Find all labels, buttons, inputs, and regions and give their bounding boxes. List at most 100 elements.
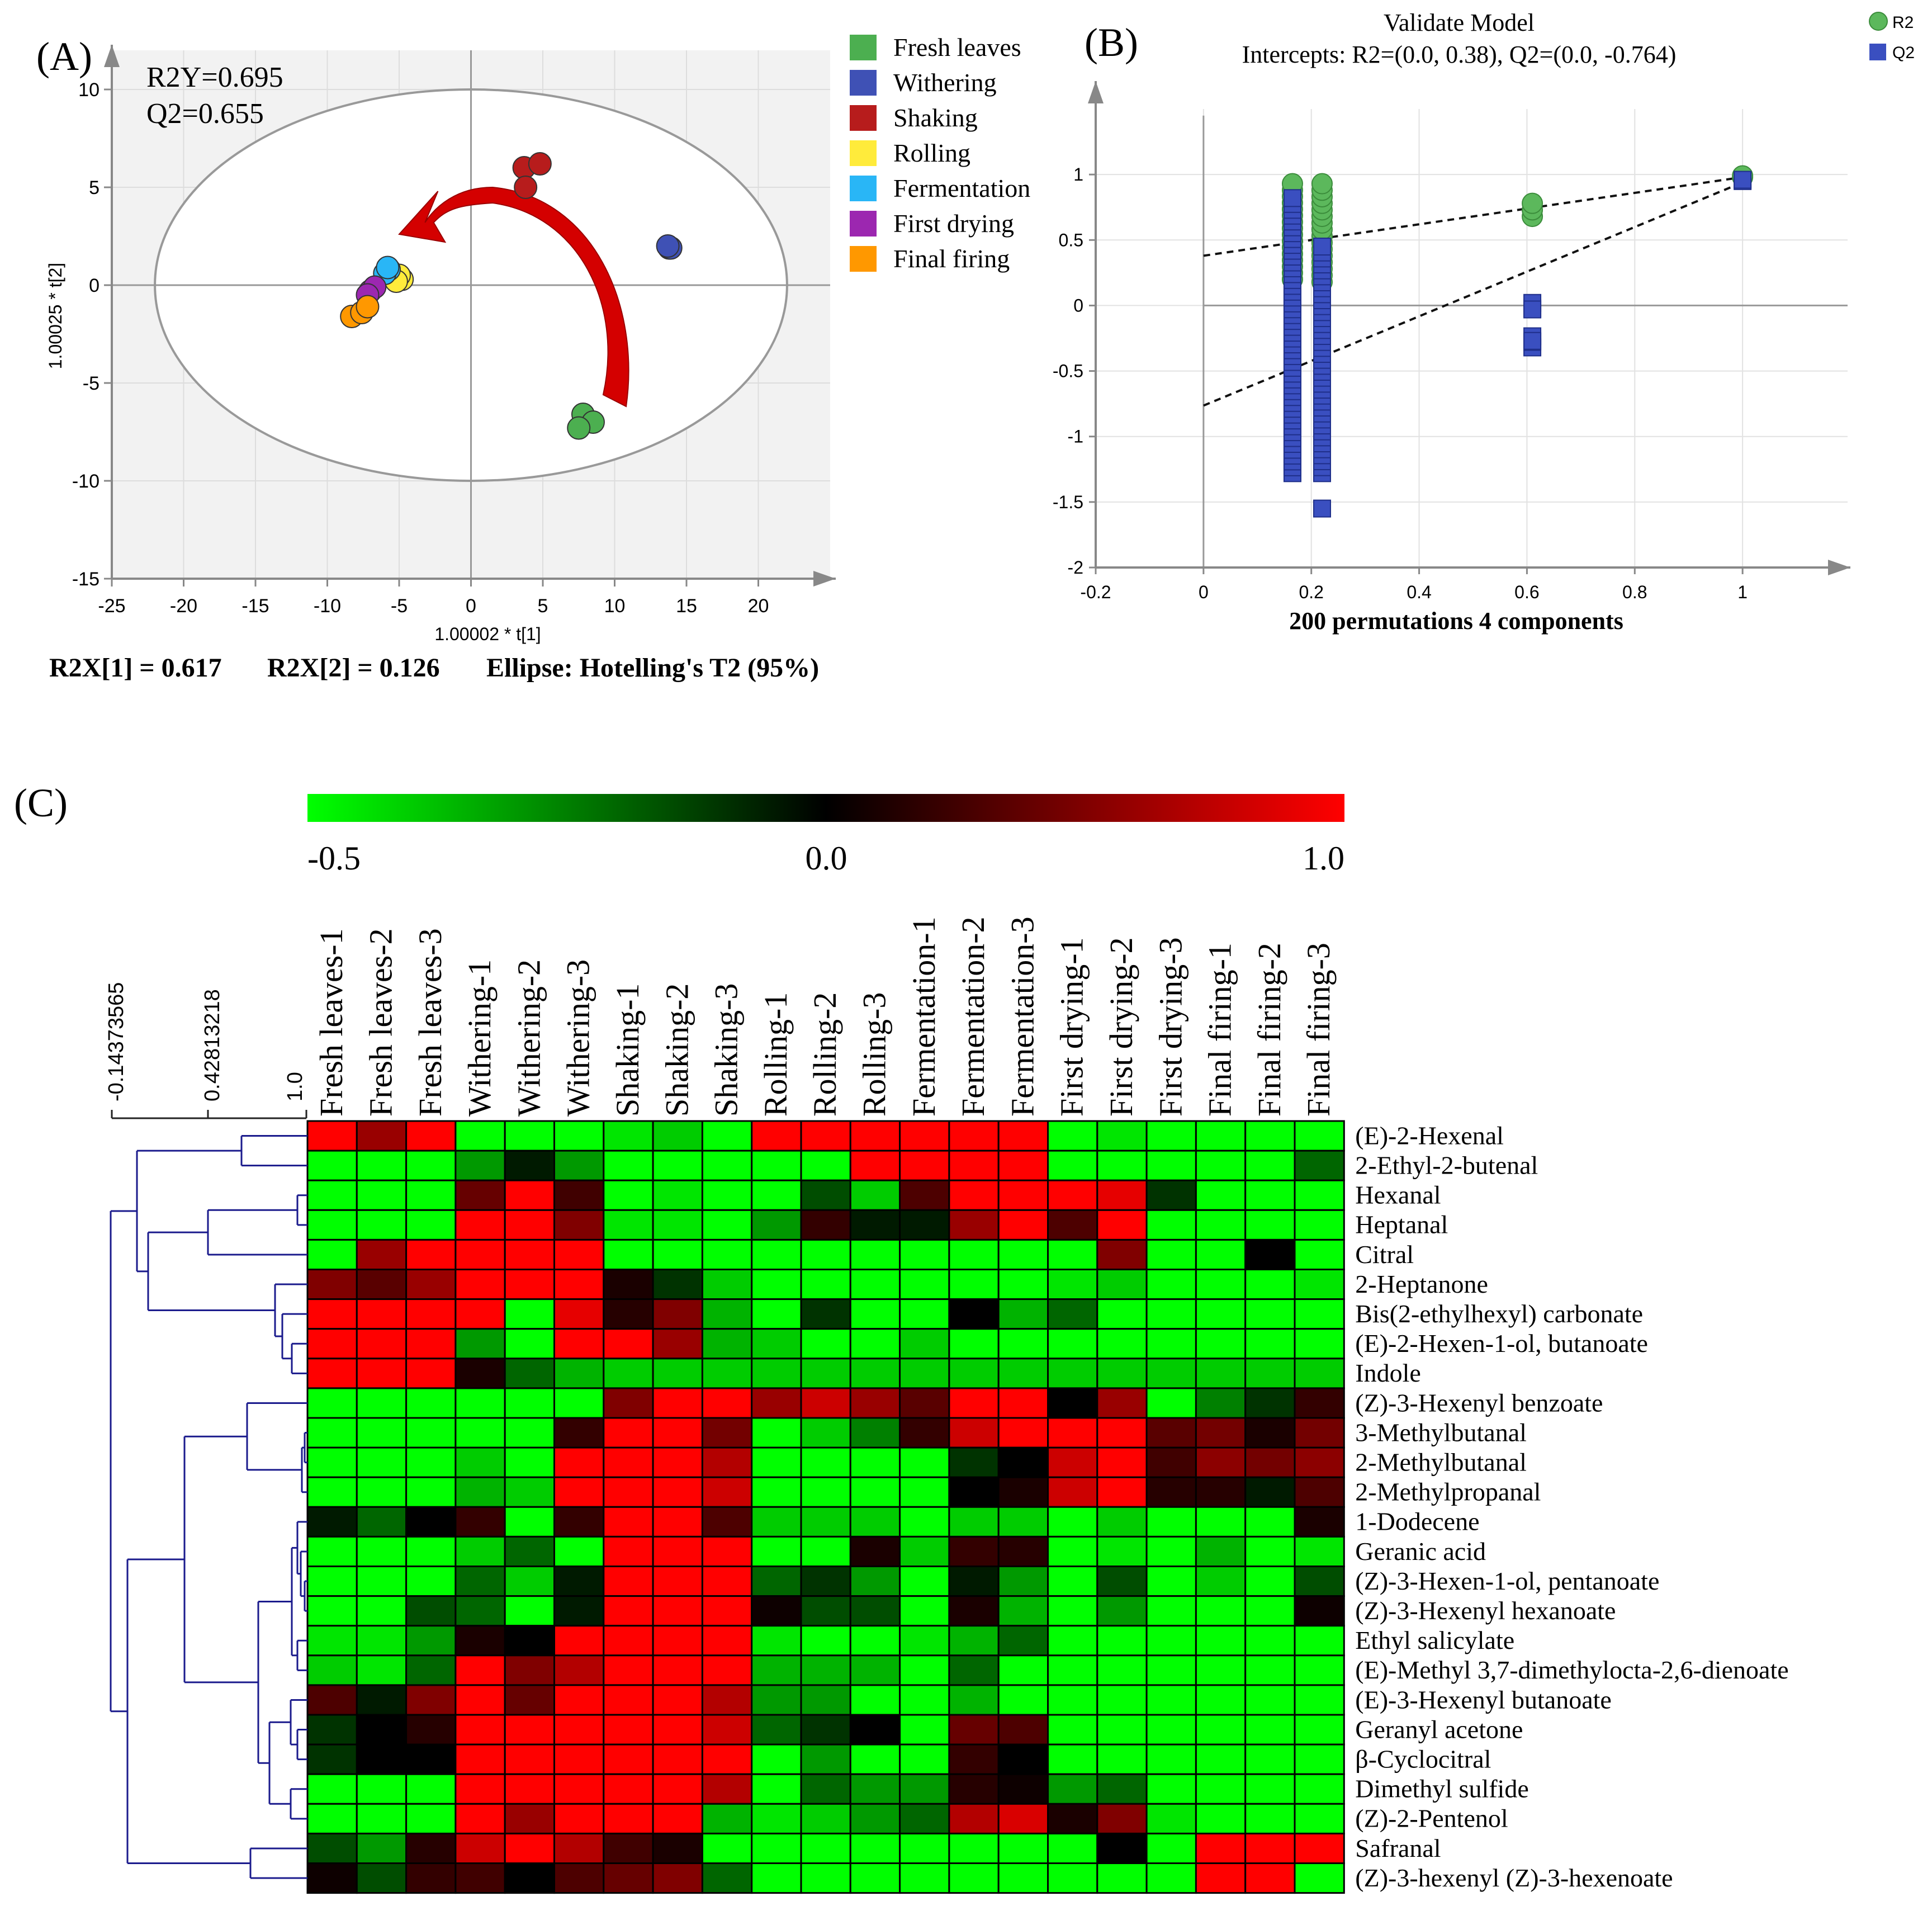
heatmap-cell bbox=[1244, 1238, 1296, 1270]
heatmap-cell bbox=[306, 1269, 358, 1301]
heatmap-cell bbox=[405, 1298, 457, 1330]
heatmap-cell bbox=[553, 1387, 605, 1419]
heatmap-cell bbox=[751, 1803, 802, 1834]
heatmap-cell bbox=[751, 1446, 802, 1478]
heatmap-cell bbox=[1047, 1714, 1098, 1746]
heatmap-cell bbox=[948, 1743, 1000, 1775]
heatmap-cell bbox=[701, 1269, 753, 1301]
heatmap-cell bbox=[454, 1506, 506, 1538]
heatmap-cell bbox=[405, 1179, 457, 1211]
heatmap-cell bbox=[306, 1209, 358, 1241]
heatmap-cell bbox=[1294, 1269, 1345, 1301]
heatmap-cell bbox=[701, 1387, 753, 1419]
heatmap-cell bbox=[800, 1120, 851, 1152]
heatmap-cell bbox=[603, 1654, 654, 1686]
heatmap-cell bbox=[751, 1269, 802, 1301]
heatmap-cell bbox=[1047, 1743, 1098, 1775]
heatmap-cell bbox=[454, 1566, 506, 1597]
legend-label: Fermentation bbox=[893, 174, 1030, 202]
heatmap-cell bbox=[1145, 1595, 1197, 1627]
heatmap-cell bbox=[1047, 1535, 1098, 1567]
heatmap-cell bbox=[603, 1832, 654, 1864]
heatmap-cell bbox=[997, 1743, 1049, 1775]
q2-stat: Q2=0.655 bbox=[146, 98, 264, 130]
row-label: 2-Ethyl-2-butenal bbox=[1355, 1151, 1538, 1180]
heatmap-cell bbox=[306, 1506, 358, 1538]
heatmap-cell bbox=[751, 1773, 802, 1805]
plot-a-x-arrowhead bbox=[813, 571, 836, 587]
dendro-branch bbox=[183, 1435, 258, 1683]
heatmap-cell bbox=[356, 1535, 408, 1567]
heatmap-cell bbox=[1244, 1862, 1296, 1894]
heatmap-cell bbox=[948, 1566, 1000, 1597]
heatmap-cell bbox=[948, 1684, 1000, 1716]
heatmap-cell bbox=[356, 1209, 408, 1241]
heatmap-cell bbox=[701, 1358, 753, 1389]
heatmap-cell bbox=[701, 1446, 753, 1478]
plot-b-x-tick-label: 0.4 bbox=[1407, 582, 1431, 602]
plot-b-y-tick-label: -2 bbox=[1068, 557, 1083, 578]
heatmap-cell bbox=[652, 1120, 703, 1152]
panel-b-permutation-test: (B) Validate Model Intercepts: R2=(0.0, … bbox=[1053, 9, 1915, 635]
heatmap-cell bbox=[306, 1387, 358, 1419]
heatmap-cell bbox=[405, 1269, 457, 1301]
heatmap-cell bbox=[1195, 1535, 1247, 1567]
heatmap-cell bbox=[356, 1358, 408, 1389]
heatmap-cell bbox=[849, 1684, 901, 1716]
heatmap-cell bbox=[800, 1566, 851, 1597]
plot-b-tick-labels: -0.2 0 0.2 0.4 0.6 0.8 1 1 0.5 0 -0.5 -1 -1.5 -2 bbox=[1053, 164, 1748, 602]
heatmap-cell bbox=[948, 1773, 1000, 1805]
heatmap-cell bbox=[504, 1446, 556, 1478]
heatmap-cell bbox=[1145, 1238, 1197, 1270]
heatmap-cell bbox=[1195, 1179, 1247, 1211]
heatmap-cell bbox=[800, 1150, 851, 1181]
row-dendrogram bbox=[110, 1135, 307, 1879]
heatmap-cell bbox=[306, 1179, 358, 1211]
heatmap-cell bbox=[751, 1862, 802, 1894]
heatmap-cell bbox=[306, 1595, 358, 1627]
heatmap-cell bbox=[1096, 1595, 1148, 1627]
dendro-branch bbox=[296, 1194, 307, 1226]
heatmap-cell bbox=[1195, 1506, 1247, 1538]
heatmap-cell bbox=[306, 1298, 358, 1330]
score-point bbox=[528, 152, 552, 176]
heatmap-cell bbox=[454, 1743, 506, 1775]
plot-b-title: Validate Model bbox=[1384, 9, 1535, 36]
heatmap-cell bbox=[405, 1566, 457, 1597]
heatmap-cell bbox=[405, 1476, 457, 1508]
heatmap-cell bbox=[800, 1773, 851, 1805]
heatmap-cell bbox=[800, 1298, 851, 1330]
heatmap-cell bbox=[997, 1150, 1049, 1181]
heatmap-cell bbox=[1244, 1506, 1296, 1538]
heatmap-cell bbox=[1244, 1803, 1296, 1834]
heatmap-cell bbox=[849, 1476, 901, 1508]
heatmap-cell bbox=[849, 1714, 901, 1746]
heatmap-cell bbox=[899, 1506, 950, 1538]
row-label: Bis(2-ethylhexyl) carbonate bbox=[1355, 1299, 1643, 1328]
heatmap-cell bbox=[356, 1387, 408, 1419]
column-label: Final firing-1 bbox=[1202, 943, 1238, 1117]
heatmap-cell bbox=[652, 1566, 703, 1597]
heatmap-cell bbox=[948, 1209, 1000, 1241]
heatmap-cell bbox=[899, 1684, 950, 1716]
heatmap-cell bbox=[1047, 1387, 1098, 1419]
plot-b-x-tick-label: 0.8 bbox=[1622, 582, 1647, 602]
dendro-branch bbox=[136, 1150, 242, 1273]
heatmap-cell bbox=[1047, 1150, 1098, 1181]
heatmap-cell bbox=[1294, 1120, 1345, 1152]
heatmap-cell bbox=[1195, 1150, 1247, 1181]
plot-b-axes bbox=[1088, 81, 1850, 575]
heatmap-cell bbox=[1047, 1238, 1098, 1270]
heatmap-cell bbox=[1195, 1328, 1247, 1360]
heatmap-cell bbox=[701, 1535, 753, 1567]
heatmap-cell bbox=[1047, 1862, 1098, 1894]
heatmap-cell bbox=[899, 1476, 950, 1508]
heatmap-cell bbox=[652, 1387, 703, 1419]
heatmap-cell bbox=[1294, 1832, 1345, 1864]
heatmap-column-labels: Fresh leaves-1 Fresh leaves-2 Fresh leaves… bbox=[313, 916, 1337, 1117]
heatmap-cell bbox=[405, 1150, 457, 1181]
dendro-scale-label: 0.42813218 bbox=[201, 989, 224, 1101]
plot-b-y-arrowhead bbox=[1088, 81, 1104, 103]
heatmap-cell bbox=[1195, 1387, 1247, 1419]
